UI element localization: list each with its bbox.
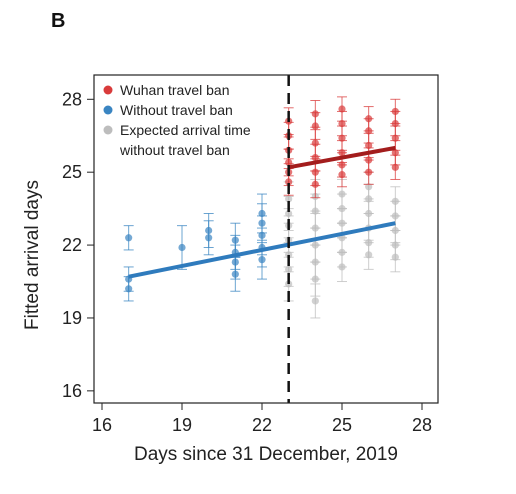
y-axis-title: Fitted arrival days [22,180,43,330]
data-point [177,225,187,270]
point-marker [125,234,133,242]
series-wuhan-travel-ban [283,96,401,199]
point-marker [338,149,346,157]
x-axis-title: Days since 31 December, 2019 [134,444,398,465]
legend-item-expected-arrival-time-without-travel-ban: Expected arrival time without travel ban [103,122,251,158]
data-point [203,212,214,249]
point-marker [338,190,346,198]
plot-frame [93,74,439,404]
y-tick-label: 22 [62,235,82,255]
point-marker [391,134,399,142]
legend-label: Wuhan travel ban [120,82,229,98]
point-marker [338,134,346,142]
point-marker [365,156,373,164]
data-point [337,96,347,122]
trend-line-without-travel-ban [128,221,396,279]
legend-marker [103,105,113,115]
x-tick-label: 28 [412,415,432,435]
point-marker [391,197,399,205]
point-marker [391,107,399,116]
data-point [123,225,134,251]
point-marker [391,163,399,171]
panel-label: B [51,10,66,32]
point-marker [178,243,186,252]
point-marker [338,119,346,128]
data-point [257,193,267,234]
series-expected-arrival-time-without-travel-ban [283,171,401,319]
series-without-travel-ban [123,193,267,302]
legend-marker [103,125,113,135]
legend-label: Without travel ban [120,102,233,118]
y-tick-label: 28 [62,89,82,109]
point-marker [311,297,319,305]
point-marker [338,105,346,113]
point-marker [365,115,373,123]
data-point [123,266,134,292]
axis-ticks: 16 19 22 25 28 16 19 22 25 28 [62,89,432,435]
data-point [390,98,401,125]
data-point [390,154,401,180]
point-marker [258,209,266,218]
point-marker [311,168,319,176]
point-marker [231,236,239,244]
point-marker [285,195,293,203]
legend: Wuhan travel ban Without travel ban Expect… [103,82,251,158]
legend-label: without travel ban [119,142,230,158]
x-tick-label: 19 [172,415,192,435]
x-tick-label: 22 [252,415,272,435]
point-marker [311,110,319,118]
data-point [310,100,321,128]
point-marker [365,141,373,150]
y-tick-label: 19 [62,308,82,328]
x-tick-label: 25 [332,415,352,435]
point-marker [391,149,399,157]
data-point [363,147,374,173]
data-point [363,106,374,132]
y-tick-label: 25 [62,162,82,182]
point-marker [365,183,373,191]
legend-label: Expected arrival time [120,122,251,138]
point-marker [311,139,319,147]
x-tick-label: 16 [92,415,112,435]
plot-marks [123,75,401,403]
legend-item-wuhan-travel-ban: Wuhan travel ban [103,82,229,98]
point-marker [205,226,213,235]
data-point [390,186,401,217]
trend-line-wuhan-travel-ban [288,145,396,170]
legend-item-without-travel-ban: Without travel ban [103,102,233,118]
point-marker [311,154,319,162]
y-tick-label: 16 [62,381,82,401]
legend-marker [103,85,113,95]
